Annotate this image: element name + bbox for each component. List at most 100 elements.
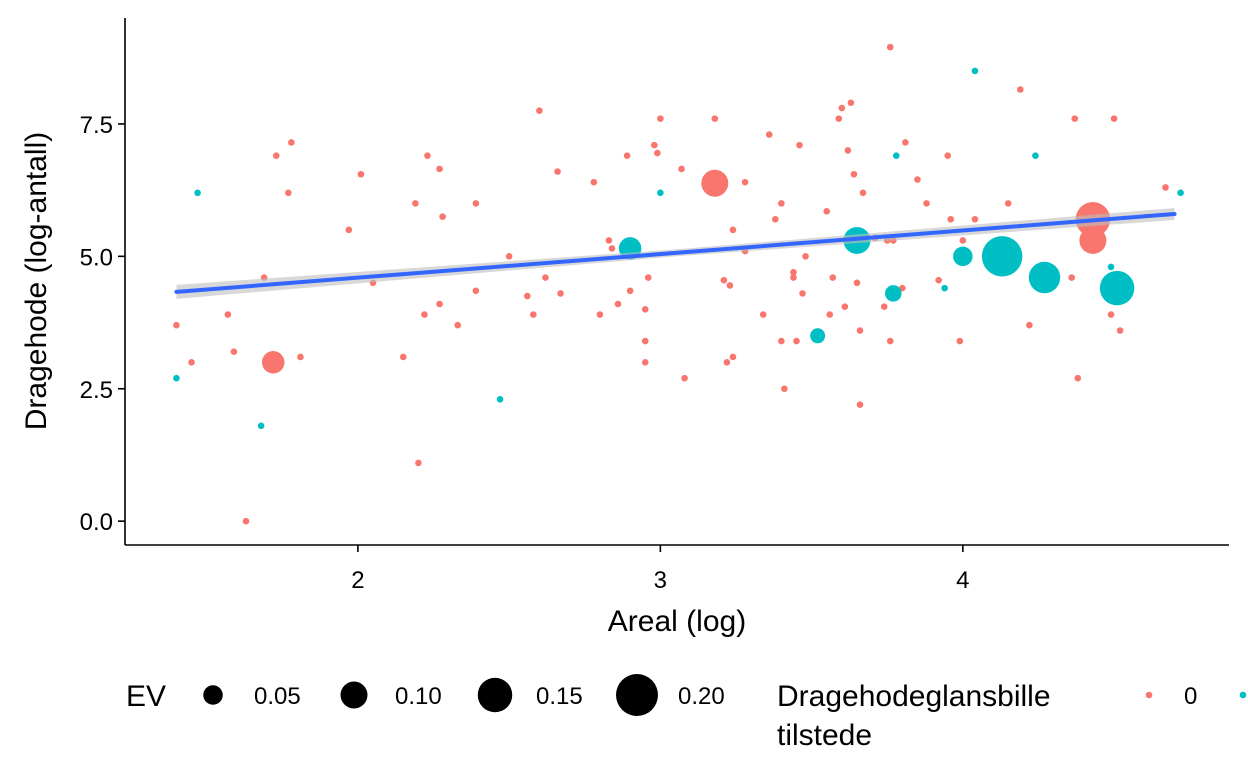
data-point bbox=[802, 253, 809, 260]
data-point bbox=[729, 353, 737, 361]
data-point bbox=[778, 337, 785, 345]
data-point bbox=[711, 115, 719, 122]
data-point bbox=[790, 274, 797, 281]
data-point bbox=[880, 303, 888, 310]
data-point bbox=[1074, 374, 1082, 382]
data-point bbox=[242, 517, 250, 525]
data-point bbox=[841, 303, 849, 310]
data-point bbox=[923, 200, 930, 207]
data-point bbox=[981, 236, 1023, 277]
data-point bbox=[357, 170, 365, 178]
data-point bbox=[856, 327, 864, 334]
data-point bbox=[853, 279, 861, 287]
data-point bbox=[536, 107, 543, 114]
data-point bbox=[1110, 115, 1118, 122]
data-point bbox=[472, 200, 480, 207]
data-point bbox=[971, 215, 979, 223]
legend-size-label: 0.15 bbox=[536, 683, 583, 710]
legend-color-label: 0 bbox=[1184, 683, 1197, 710]
data-point bbox=[701, 169, 729, 197]
legend-color-key bbox=[1145, 691, 1153, 699]
data-point bbox=[439, 213, 446, 220]
data-point bbox=[285, 189, 292, 197]
plot-area bbox=[173, 43, 1184, 525]
data-point bbox=[799, 290, 806, 297]
data-point bbox=[523, 292, 531, 300]
y-tick-label: 2.5 bbox=[80, 377, 113, 404]
data-point bbox=[657, 115, 664, 122]
data-point bbox=[1177, 189, 1184, 197]
data-point bbox=[1026, 321, 1033, 329]
data-point bbox=[772, 215, 779, 223]
data-point bbox=[944, 152, 952, 160]
data-point bbox=[272, 152, 280, 160]
data-point bbox=[810, 328, 826, 344]
legend-color-title-line1: Dragehodeglansbille bbox=[777, 680, 1051, 713]
x-tick-label: 3 bbox=[654, 567, 667, 594]
data-point bbox=[644, 274, 652, 281]
data-point bbox=[590, 178, 598, 186]
data-point bbox=[886, 43, 894, 51]
data-point bbox=[726, 282, 734, 289]
data-point bbox=[623, 152, 631, 160]
data-point bbox=[844, 147, 852, 154]
data-point bbox=[530, 311, 537, 318]
data-point bbox=[1028, 261, 1061, 294]
data-point bbox=[194, 189, 201, 197]
legend-size-label: 0.10 bbox=[395, 683, 442, 710]
data-point bbox=[496, 396, 504, 403]
data-point bbox=[654, 149, 661, 157]
data-point bbox=[1068, 274, 1076, 281]
data-point bbox=[953, 246, 973, 267]
data-point bbox=[657, 189, 664, 197]
data-point bbox=[723, 358, 731, 366]
data-point bbox=[914, 176, 921, 183]
data-point bbox=[614, 300, 622, 308]
data-point bbox=[412, 200, 419, 207]
data-point bbox=[1099, 270, 1135, 306]
data-point bbox=[847, 99, 855, 107]
x-tick-label: 2 bbox=[351, 567, 364, 594]
data-point bbox=[261, 351, 285, 374]
data-point bbox=[947, 215, 955, 223]
data-point bbox=[892, 152, 900, 160]
data-point bbox=[823, 208, 831, 215]
trend-line bbox=[174, 211, 1177, 294]
data-point bbox=[230, 348, 238, 355]
data-point bbox=[899, 284, 906, 292]
x-tick-label: 4 bbox=[956, 567, 969, 594]
legend-color-title-line2: tilstede bbox=[777, 719, 872, 752]
data-point bbox=[257, 422, 265, 430]
y-axis-title: Dragehode (log-antall) bbox=[20, 132, 53, 431]
data-point bbox=[935, 276, 942, 284]
legend-size-title: EV bbox=[126, 680, 166, 713]
legend-size-key bbox=[616, 674, 658, 716]
data-point bbox=[850, 170, 858, 178]
data-point bbox=[729, 226, 737, 234]
data-point bbox=[1079, 226, 1107, 254]
legend-size-key bbox=[203, 685, 223, 705]
data-point bbox=[1004, 200, 1012, 207]
legend-size-key bbox=[477, 677, 513, 713]
data-point bbox=[681, 374, 688, 382]
data-point bbox=[436, 165, 443, 173]
data-point bbox=[608, 245, 616, 252]
y-tick-label: 7.5 bbox=[80, 112, 113, 139]
data-point bbox=[505, 253, 513, 260]
data-point bbox=[224, 311, 232, 318]
data-point bbox=[1116, 327, 1124, 334]
data-point bbox=[651, 141, 658, 149]
data-point bbox=[1071, 115, 1079, 122]
data-point bbox=[454, 321, 462, 329]
x-axis-title: Areal (log) bbox=[608, 605, 746, 638]
legend-color-key bbox=[1239, 691, 1247, 699]
data-point bbox=[859, 189, 867, 197]
data-point bbox=[941, 284, 948, 292]
data-point bbox=[781, 385, 788, 393]
data-point bbox=[626, 287, 634, 295]
data-point bbox=[793, 337, 800, 345]
data-point bbox=[641, 306, 649, 313]
data-point bbox=[641, 337, 649, 345]
data-point bbox=[641, 358, 649, 366]
